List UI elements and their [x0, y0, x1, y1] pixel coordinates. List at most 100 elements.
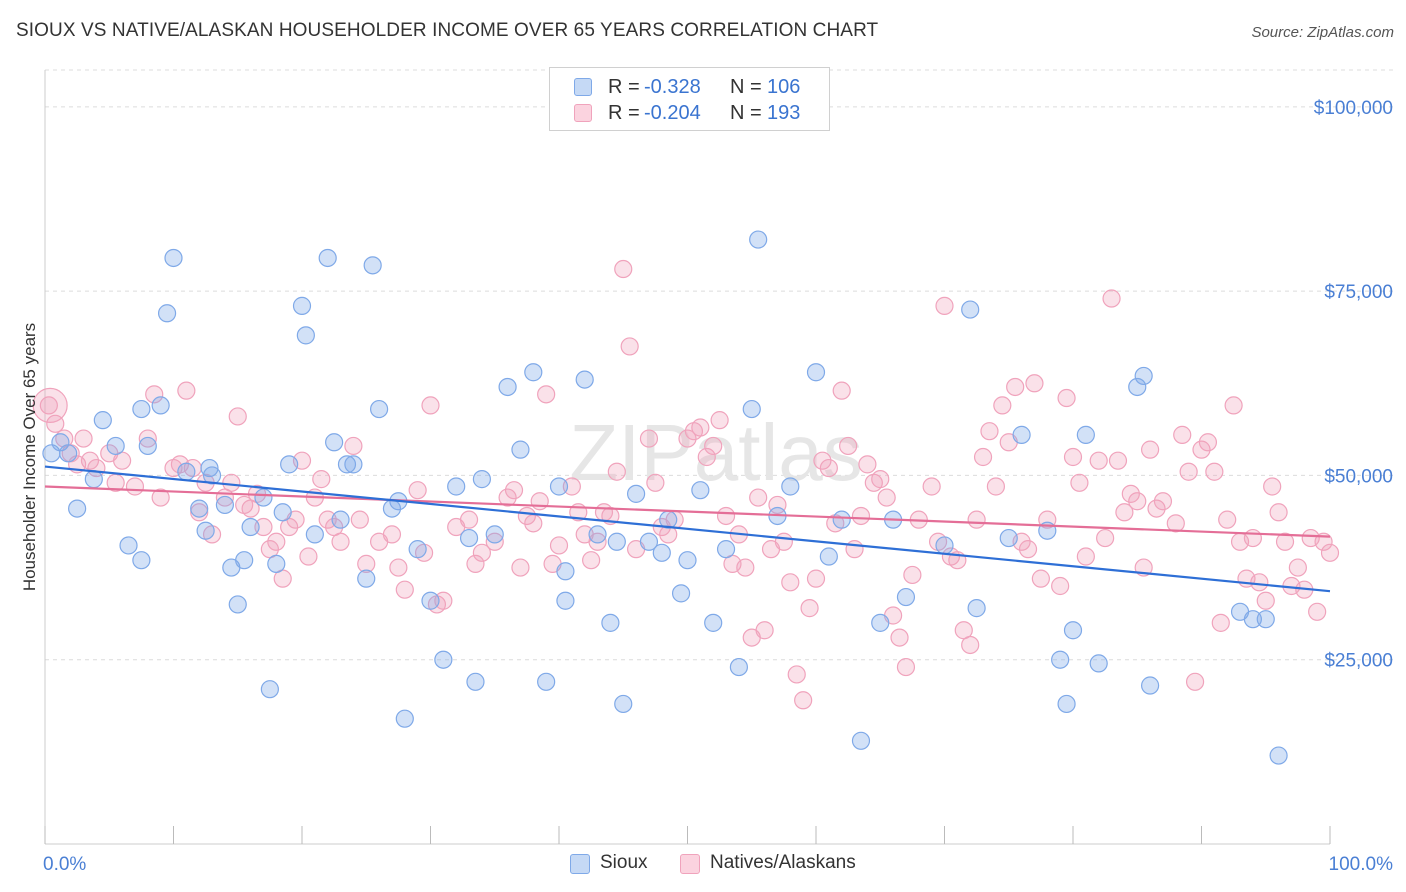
natives-point — [331, 532, 350, 551]
sioux-point — [1269, 746, 1288, 765]
sioux-point — [202, 466, 222, 485]
sioux-point — [260, 680, 279, 699]
sioux-point — [556, 591, 575, 610]
natives-point — [517, 506, 536, 526]
natives-point — [1006, 377, 1025, 397]
sioux-n-label: N = — [730, 76, 762, 98]
natives-swatch — [574, 104, 592, 122]
sioux-points — [42, 230, 1288, 765]
natives-points — [32, 259, 1340, 710]
sioux-point — [466, 672, 485, 691]
sioux-point — [370, 399, 389, 419]
sioux-point — [138, 436, 157, 456]
y-axis-label: Householder Income Over 65 years — [20, 323, 39, 591]
natives-point — [697, 447, 716, 467]
sioux-point — [296, 326, 315, 345]
sioux-point — [151, 396, 170, 415]
bottom-sioux-swatch — [570, 854, 590, 874]
sioux-point — [196, 521, 215, 540]
natives-point — [1218, 510, 1237, 529]
natives-point — [485, 532, 504, 551]
sioux-point — [781, 477, 800, 496]
natives-point — [620, 337, 639, 356]
sioux-point — [235, 551, 254, 570]
trend-lines — [44, 465, 1331, 593]
natives-point — [967, 510, 986, 529]
natives-point — [1102, 289, 1121, 308]
natives-point — [344, 436, 363, 456]
natives-point — [678, 429, 697, 448]
sioux-point — [59, 444, 78, 463]
natives-point — [39, 396, 58, 415]
sioux-point — [999, 528, 1018, 548]
natives-point — [1076, 547, 1095, 566]
sioux-point — [280, 455, 299, 474]
sioux-point — [254, 488, 273, 507]
sioux-point — [729, 657, 749, 677]
natives-point — [125, 477, 145, 496]
sioux-point — [935, 536, 954, 555]
sioux-point — [1256, 610, 1275, 629]
natives-point — [973, 447, 993, 467]
natives-point — [1063, 447, 1083, 467]
natives-point — [421, 396, 440, 415]
sioux-point — [447, 477, 466, 496]
natives-point — [312, 470, 331, 489]
sioux-point — [363, 256, 382, 275]
natives-point — [511, 558, 530, 577]
natives-point — [498, 488, 517, 507]
sioux-point — [626, 484, 646, 503]
natives-point — [74, 429, 93, 448]
natives-point — [1031, 569, 1050, 588]
natives-point — [254, 517, 273, 537]
sioux-point — [652, 543, 671, 562]
sioux-point — [1134, 366, 1153, 386]
sioux-point — [742, 399, 761, 419]
natives-point — [299, 547, 318, 566]
natives-point — [1198, 433, 1218, 452]
sioux-point — [607, 532, 626, 551]
sioux-point — [93, 411, 112, 430]
natives-n-label: N = — [730, 102, 762, 124]
natives-point — [408, 481, 427, 500]
axes — [44, 70, 1331, 845]
natives-n-value: 193 — [767, 102, 801, 124]
natives-point — [922, 477, 941, 496]
sioux-point — [749, 230, 768, 249]
sioux-point — [1243, 610, 1263, 629]
natives-point — [267, 532, 286, 551]
natives-point — [524, 514, 543, 533]
sioux-point — [485, 525, 504, 544]
natives-point — [459, 510, 479, 529]
sioux-point — [106, 436, 125, 456]
natives-point — [549, 536, 569, 555]
natives-point — [1269, 503, 1288, 522]
natives-point — [1173, 425, 1192, 444]
natives-point — [466, 554, 485, 573]
natives-point — [1121, 484, 1140, 503]
chart-title: SIOUX VS NATIVE/ALASKAN HOUSEHOLDER INCO… — [16, 20, 879, 41]
natives-point — [472, 543, 491, 562]
natives-point — [1224, 396, 1243, 415]
natives-point — [781, 573, 800, 592]
natives-point — [350, 510, 369, 529]
bottom-natives-label: Natives/Alaskans — [710, 852, 856, 873]
natives-point — [562, 477, 581, 496]
sioux-point — [498, 377, 517, 397]
natives-point — [588, 532, 607, 551]
natives-point — [794, 691, 813, 710]
sioux-point — [119, 536, 138, 555]
natives-point — [1205, 462, 1224, 481]
sioux-point — [896, 587, 916, 607]
bottom-natives-swatch — [680, 854, 700, 874]
sioux-point — [292, 296, 312, 315]
natives-point — [993, 396, 1012, 415]
sioux-point — [132, 399, 151, 419]
natives-point — [935, 296, 954, 315]
natives-point — [1275, 532, 1295, 551]
natives-point — [961, 635, 980, 655]
natives-point — [1051, 576, 1070, 596]
sioux-point — [459, 528, 479, 548]
sioux-point — [678, 551, 697, 570]
